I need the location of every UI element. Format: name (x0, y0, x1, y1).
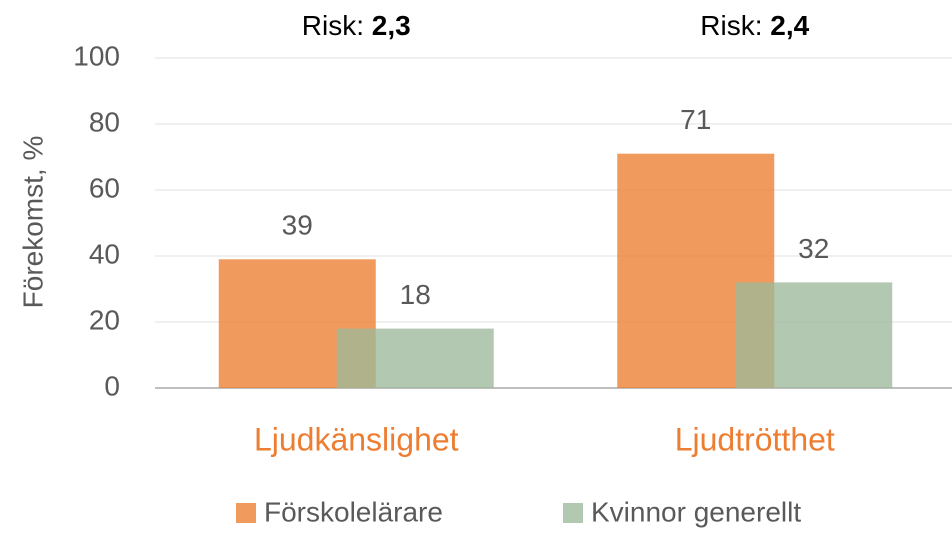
y-tick-label: 60 (89, 172, 120, 203)
annotation: Risk: 2,3 (302, 10, 411, 41)
legend-label: Kvinnor generellt (591, 496, 801, 527)
y-axis-title: Förekomst, % (17, 136, 48, 309)
data-label: 39 (282, 210, 313, 241)
annotation-text: Risk: (302, 10, 364, 41)
legend-swatch (236, 503, 256, 523)
legend-swatch (563, 503, 583, 523)
y-tick-label: 100 (73, 40, 120, 71)
data-label: 71 (680, 104, 711, 135)
x-tick-label: Ljudtrötthet (675, 421, 835, 457)
annotation-value: 2,4 (770, 10, 809, 41)
bar (735, 282, 893, 388)
annotation-text: Risk: (700, 10, 762, 41)
x-tick-label: Ljudkänslighet (254, 421, 459, 457)
y-tick-label: 80 (89, 106, 120, 137)
y-tick-label: 40 (89, 238, 120, 269)
bar (336, 328, 494, 388)
annotation-value: 2,3 (372, 10, 411, 41)
y-tick-label: 20 (89, 304, 120, 335)
y-tick-label: 0 (104, 370, 120, 401)
legend-label: Förskolelärare (264, 496, 443, 527)
data-label: 18 (400, 279, 431, 310)
data-label: 32 (798, 233, 829, 264)
annotation: Risk: 2,4 (700, 10, 809, 41)
